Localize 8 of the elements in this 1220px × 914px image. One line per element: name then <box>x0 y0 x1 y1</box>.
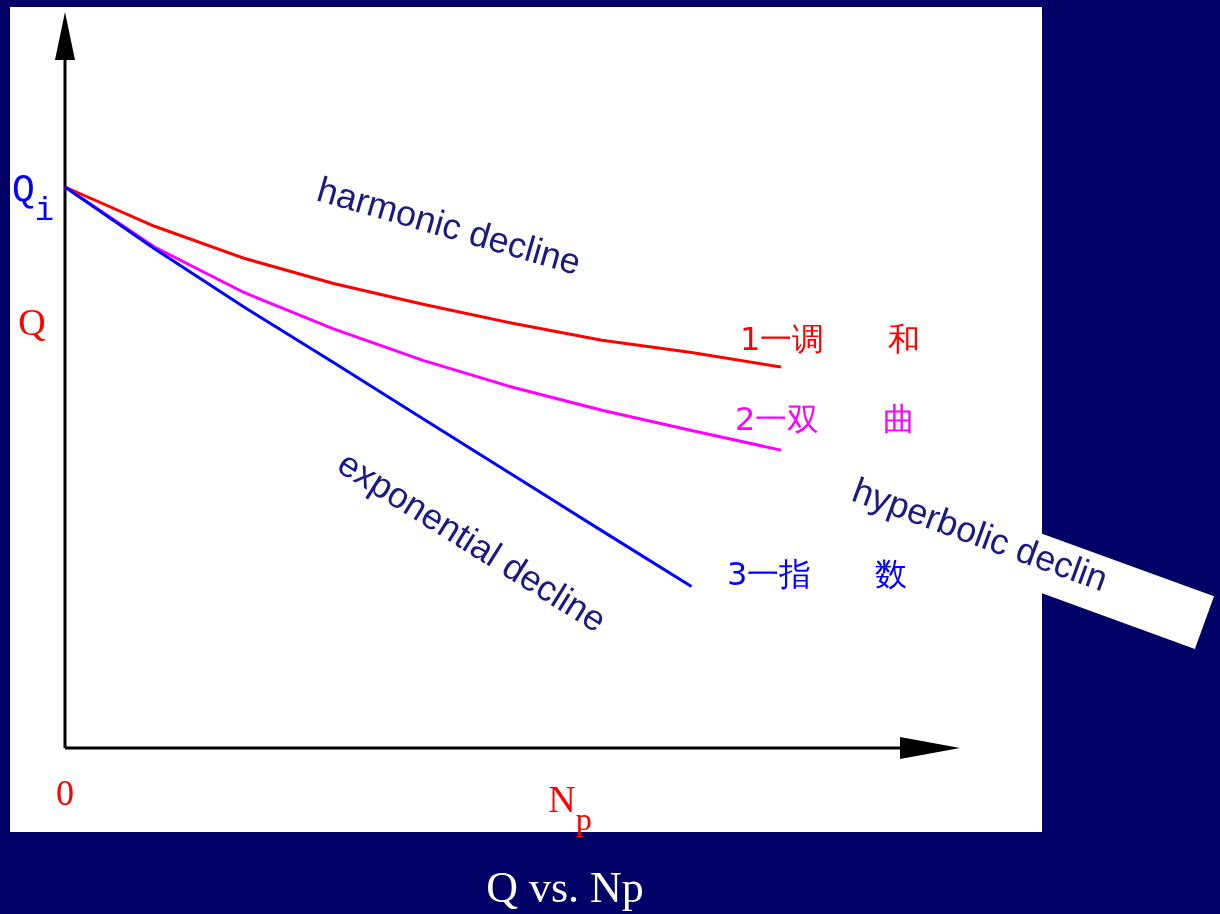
series-label: 2一双 曲 <box>735 400 916 438</box>
series-label: 3一指 数 <box>727 555 908 593</box>
annotation: Q$_{i}$ <box>12 169 55 230</box>
y-axis-title: Q <box>18 301 46 343</box>
series-label: 1一调 和 <box>740 320 921 358</box>
x-axis-title: N$_{p}$ <box>548 778 592 837</box>
text: 0 <box>56 773 74 813</box>
text: Q vs. Np <box>486 863 644 912</box>
